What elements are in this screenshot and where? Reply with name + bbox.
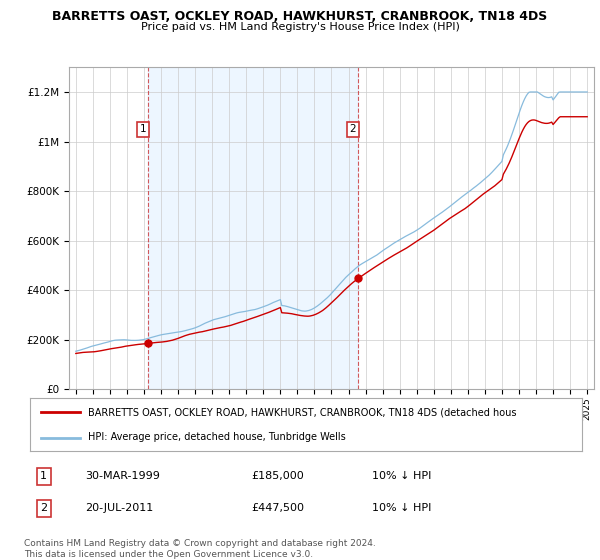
Text: 1: 1 (40, 471, 47, 481)
Text: 10% ↓ HPI: 10% ↓ HPI (372, 503, 431, 514)
Text: £447,500: £447,500 (251, 503, 304, 514)
Text: 2: 2 (349, 124, 356, 134)
Text: 1: 1 (140, 124, 146, 134)
Text: 10% ↓ HPI: 10% ↓ HPI (372, 471, 431, 481)
Text: Contains HM Land Registry data © Crown copyright and database right 2024.
This d: Contains HM Land Registry data © Crown c… (24, 539, 376, 559)
Text: HPI: Average price, detached house, Tunbridge Wells: HPI: Average price, detached house, Tunb… (88, 432, 346, 442)
Bar (148, 67, 358, 389)
Text: £185,000: £185,000 (251, 471, 304, 481)
Text: Price paid vs. HM Land Registry's House Price Index (HPI): Price paid vs. HM Land Registry's House … (140, 22, 460, 32)
Text: 2: 2 (40, 503, 47, 514)
Text: BARRETTS OAST, OCKLEY ROAD, HAWKHURST, CRANBROOK, TN18 4DS: BARRETTS OAST, OCKLEY ROAD, HAWKHURST, C… (52, 10, 548, 23)
Text: 30-MAR-1999: 30-MAR-1999 (85, 471, 160, 481)
Text: 20-JUL-2011: 20-JUL-2011 (85, 503, 154, 514)
Text: BARRETTS OAST, OCKLEY ROAD, HAWKHURST, CRANBROOK, TN18 4DS (detached hous: BARRETTS OAST, OCKLEY ROAD, HAWKHURST, C… (88, 408, 517, 418)
